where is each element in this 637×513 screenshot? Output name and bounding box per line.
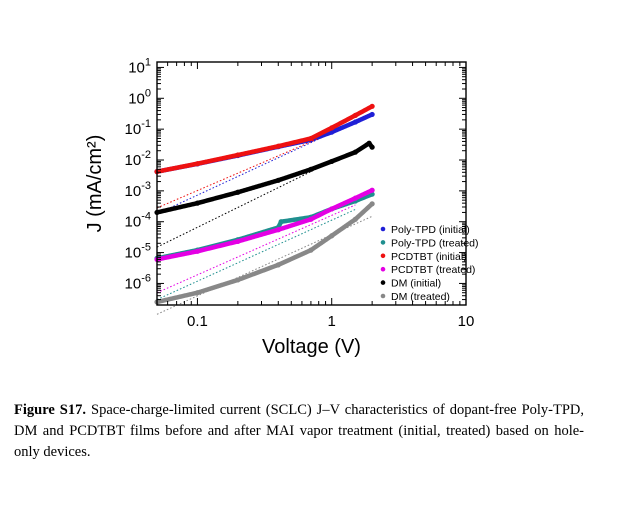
fit-line-3: [156, 204, 356, 294]
data-point: [366, 140, 372, 146]
data-point: [369, 187, 375, 193]
data-point: [352, 112, 358, 118]
data-point: [308, 216, 314, 222]
data-point: [369, 111, 375, 118]
data-point: [352, 149, 358, 155]
data-point: [352, 195, 358, 201]
legend-marker: [380, 253, 386, 259]
data-point: [329, 125, 335, 131]
ticks-layer: [156, 62, 467, 306]
fit-line-1: [156, 208, 356, 301]
data-point: [352, 216, 358, 222]
data-point: [194, 290, 201, 296]
y-tick-labels: 10-6 10-5 10-4 10-3 10-2 10-1 100 101: [125, 56, 151, 292]
series-4: [154, 140, 375, 248]
data-trace-5: [154, 201, 375, 305]
y-tick-label: 101: [128, 56, 151, 76]
x-tick-label: 1: [328, 313, 336, 330]
series-3: [154, 187, 375, 294]
data-point: [278, 219, 284, 225]
x-tick-labels: 0.1 1 10: [187, 313, 474, 330]
legend-marker: [380, 266, 386, 272]
legend-label: PCDTBT (treated): [391, 264, 475, 276]
data-point: [369, 144, 375, 150]
data-point: [308, 166, 314, 172]
series-1: [154, 191, 375, 301]
data-point: [235, 277, 241, 283]
x-tick-label: 0.1: [187, 313, 208, 330]
data-point: [235, 189, 241, 195]
legend-marker: [380, 293, 386, 299]
legend: Poly-TPD (initial)Poly-TPD (treated) PCDT…: [380, 224, 479, 303]
series-2: [154, 103, 375, 209]
legend-item: Poly-TPD (initial): [380, 224, 470, 236]
legend-item: DM (initial): [380, 278, 441, 290]
y-tick-label: 10-3: [125, 180, 151, 200]
legend-label: DM (treated): [391, 291, 450, 303]
y-tick-label: 10-6: [125, 272, 151, 292]
jv-chart: 10-6 10-5 10-4 10-3 10-2 10-1 100 101 0.1 1 10 Vo…: [84, 56, 479, 358]
y-tick-label: 100: [128, 87, 151, 107]
data-point: [369, 201, 375, 207]
data-trace-4: [154, 141, 375, 215]
data-point: [194, 161, 201, 167]
series-layer: [154, 103, 375, 315]
data-point: [235, 152, 241, 158]
fit-line-4: [156, 160, 332, 248]
legend-marker: [380, 240, 386, 245]
legend-label: DM (initial): [391, 278, 441, 290]
legend-item: DM (treated): [380, 291, 450, 303]
data-point: [352, 119, 358, 125]
data-point: [275, 143, 281, 149]
data-point: [275, 262, 281, 268]
data-point: [275, 177, 281, 183]
data-point: [235, 238, 241, 245]
data-trace-3: [154, 187, 375, 262]
data-point: [308, 135, 314, 142]
y-tick-label: 10-4: [125, 211, 151, 231]
caption-label: Figure S17.: [14, 402, 86, 418]
legend-marker: [380, 280, 386, 285]
y-axis-title: J (mA/cm²): [84, 135, 106, 233]
legend-marker: [380, 226, 386, 232]
data-trace-2: [154, 104, 375, 174]
y-tick-label: 10-1: [125, 118, 151, 138]
data-point: [308, 247, 314, 253]
data-point: [194, 248, 201, 254]
x-axis-title: Voltage (V): [262, 336, 361, 358]
series-0: [154, 111, 375, 215]
data-point: [369, 103, 375, 109]
data-point: [329, 158, 335, 165]
data-point: [329, 206, 335, 212]
fit-line-2: [156, 137, 319, 209]
legend-item: Poly-TPD (treated): [380, 237, 479, 249]
caption-text: Space-charge-limited current (SCLC) J–V …: [14, 402, 585, 460]
y-tick-label: 10-2: [125, 149, 151, 169]
x-tick-label: 10: [458, 313, 475, 330]
y-tick-label: 10-5: [125, 242, 151, 262]
data-point: [275, 227, 281, 233]
figure-caption: Figure S17. Space-charge-limited current…: [14, 400, 584, 463]
legend-label: PCDTBT (initial): [391, 251, 467, 263]
legend-label: Poly-TPD (initial): [391, 224, 470, 236]
legend-item: PCDTBT (initial): [380, 251, 467, 263]
legend-label: Poly-TPD (treated): [391, 237, 479, 249]
plot-frame: [156, 61, 467, 306]
series-5: [154, 201, 375, 315]
data-point: [194, 200, 201, 206]
legend-item: PCDTBT (treated): [380, 264, 475, 276]
data-point: [329, 233, 335, 239]
